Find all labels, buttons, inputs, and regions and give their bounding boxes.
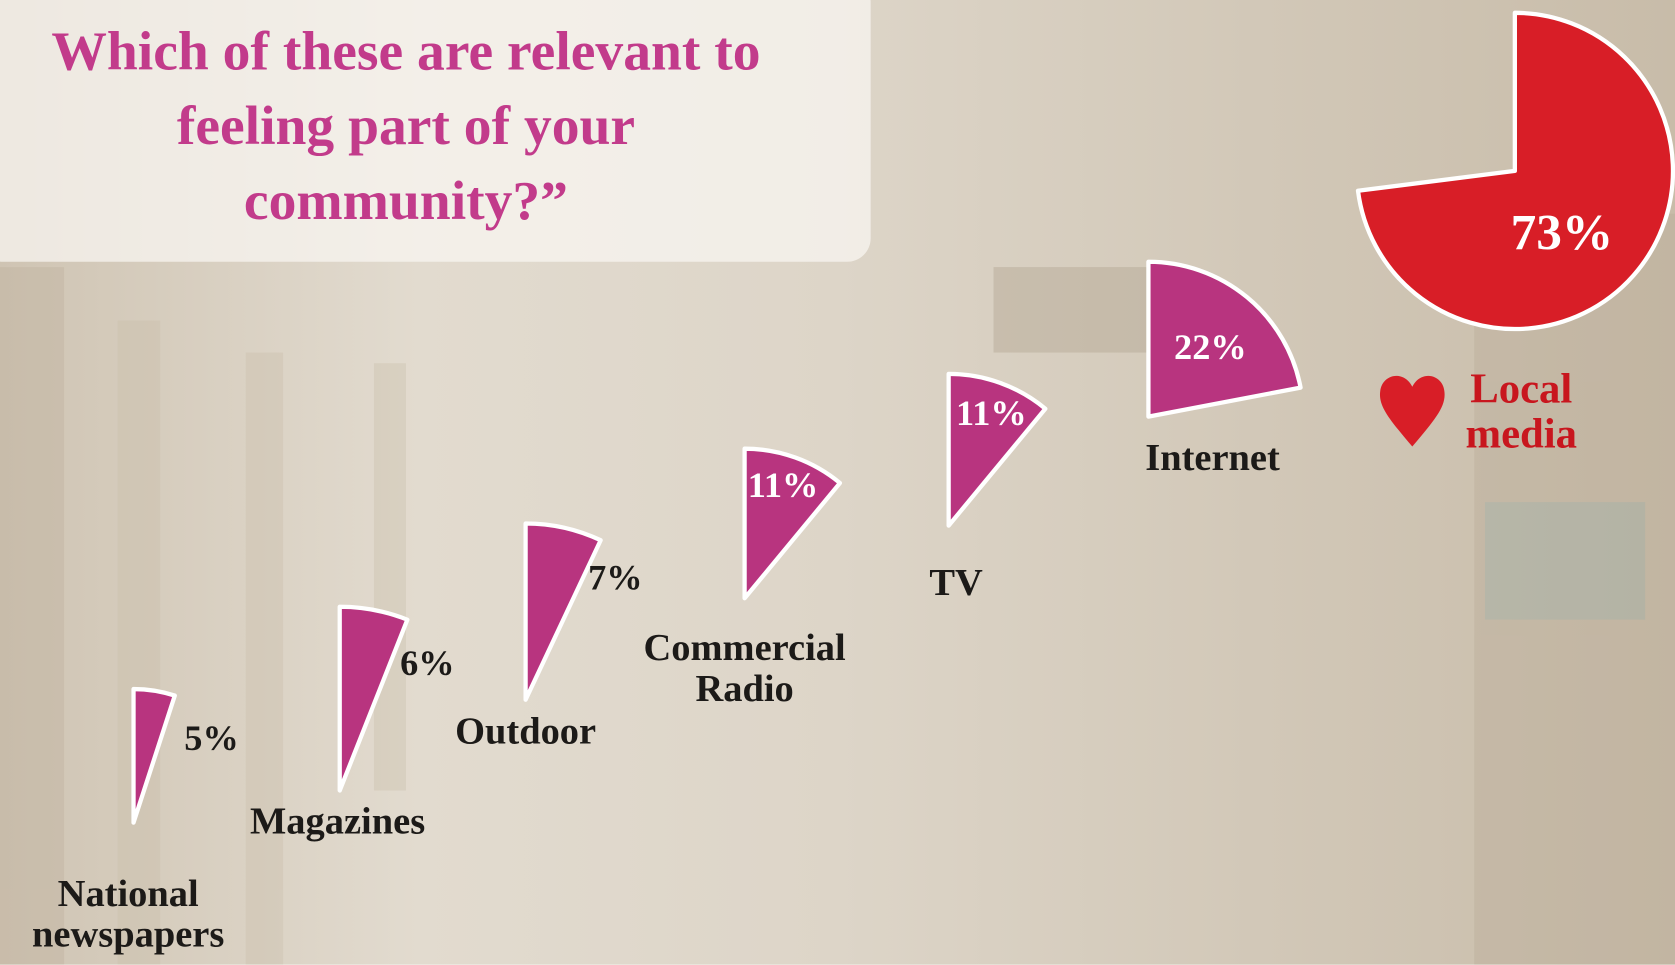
wedge xyxy=(1146,259,1303,419)
category-label: National newspapers xyxy=(32,871,225,956)
title-line: Which of these are relevant to xyxy=(51,21,761,83)
value-label: 7% xyxy=(588,558,643,599)
category-label: TV xyxy=(929,560,983,604)
title-box xyxy=(0,0,871,262)
category-label: Commercial Radio xyxy=(643,626,846,710)
category-label: Local media xyxy=(1465,364,1578,458)
title-line: feeling part of your xyxy=(176,96,636,158)
value-label: 73% xyxy=(1510,204,1614,262)
wedge xyxy=(337,604,410,793)
value-label: 22% xyxy=(1174,327,1247,368)
wedge xyxy=(523,521,603,702)
category-label: Magazines xyxy=(249,799,426,842)
wedge xyxy=(131,686,177,825)
wedge xyxy=(946,371,1048,528)
value-label: 11% xyxy=(956,394,1027,434)
wedge xyxy=(742,446,843,601)
value-label: 6% xyxy=(400,644,455,684)
title-line: community?” xyxy=(243,170,568,232)
chart-title: Which of these are relevant to feeling pa… xyxy=(0,15,833,239)
wedge xyxy=(1355,10,1675,332)
value-label: 11% xyxy=(747,465,819,506)
heart-icon xyxy=(1379,375,1445,447)
background-scene xyxy=(0,213,1675,965)
category-label: Outdoor xyxy=(455,709,597,753)
category-label: Internet xyxy=(1145,435,1280,479)
value-label: 5% xyxy=(184,718,239,759)
